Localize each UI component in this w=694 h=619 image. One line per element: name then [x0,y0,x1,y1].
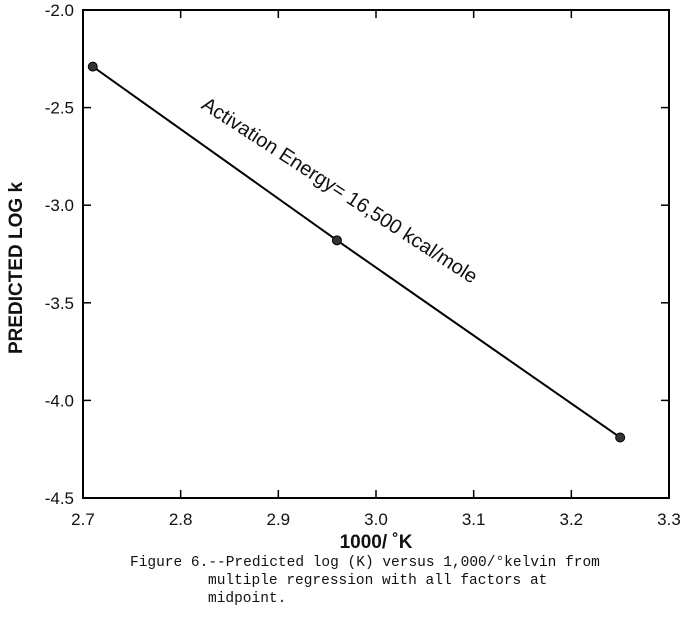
y-tick-label-5: -4.5 [45,489,74,508]
y-tick-label-1: -2.5 [45,99,74,118]
activation-energy-annotation: Activation Energy= 16,500 kcal/mole [197,93,481,288]
x-tick-label-4: 3.1 [462,510,486,529]
x-tick-label-1: 2.8 [169,510,193,529]
x-axis-ticks: 2.7 2.8 2.9 3.0 3.1 3.2 3.3 [71,10,681,529]
caption-line-2: multiple regression with all factors at [208,573,548,589]
x-tick-label-6: 3.3 [657,510,681,529]
plot-frame [82,9,670,499]
x-tick-label-5: 3.2 [560,510,584,529]
y-tick-label-4: -4.0 [45,391,74,410]
figure-caption: Figure 6.--Predicted log (K) versus 1,00… [130,554,690,608]
x-tick-label-0: 2.7 [71,510,95,529]
y-tick-label-3: -3.5 [45,294,74,313]
chart: 2.7 2.8 2.9 3.0 3.1 3.2 3.3 -2.0 -2.5 -3.0 -3.5 -4… [6,1,681,550]
series-layer [87,61,626,443]
x-tick-label-3: 3.0 [364,510,388,529]
y-tick-label-2: -3.0 [45,196,74,215]
y-axis-ticks: -2.0 -2.5 -3.0 -3.5 -4.0 -4.5 [45,1,669,508]
x-tick-label-2: 2.9 [267,510,291,529]
caption-line-1: Figure 6.--Predicted log (K) versus 1,00… [130,555,600,571]
data-point-0 [87,61,98,72]
y-tick-label-0: -2.0 [45,1,74,20]
series-line-0 [92,65,621,439]
y-axis-label: PREDICTED LOG k [6,182,27,355]
data-point-1 [331,235,342,246]
x-axis-label: 1000/ ˚K [340,532,413,550]
caption-line-3: midpoint. [208,591,287,607]
data-point-2 [615,432,626,443]
